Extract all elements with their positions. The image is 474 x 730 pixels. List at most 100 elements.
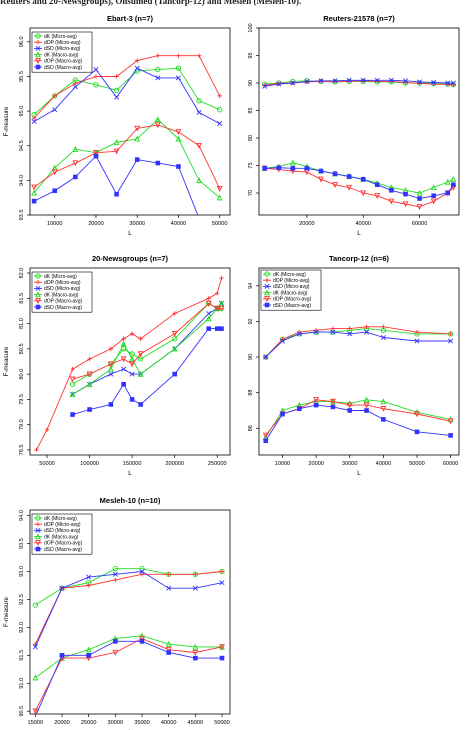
legend-entry: dSD (Macro-avg) — [44, 305, 82, 311]
data-point — [403, 191, 408, 197]
data-point — [217, 93, 222, 99]
series-layer — [34, 275, 225, 453]
legend-marker — [35, 273, 41, 279]
data-point — [171, 331, 178, 337]
legend-entry: dSD (Micro-avg) — [273, 284, 310, 290]
data-point — [113, 87, 120, 93]
data-point — [414, 411, 420, 418]
data-point — [219, 326, 224, 331]
series-line — [72, 303, 222, 395]
data-point — [129, 397, 135, 402]
y-tick-label: 86 — [248, 425, 254, 431]
data-point — [154, 116, 161, 123]
data-point — [138, 336, 143, 341]
legend-marker — [35, 527, 41, 533]
legend-entry: dOP (Micro-avg) — [44, 40, 81, 46]
legend-marker — [35, 298, 41, 305]
series-line — [33, 67, 220, 115]
data-point — [44, 427, 50, 432]
data-point — [34, 447, 39, 453]
y-tick-label: 92.5 — [19, 594, 25, 605]
y-tick-label: 96.0 — [19, 36, 25, 47]
data-point — [313, 397, 320, 403]
series-line — [33, 55, 221, 119]
y-tick-label: 78.5 — [19, 445, 25, 456]
data-point — [134, 157, 140, 162]
data-point — [69, 381, 76, 387]
x-tick-label: 30000 — [342, 461, 358, 467]
plot-frame — [29, 267, 231, 456]
data-point — [360, 190, 367, 197]
y-tick-label: 70 — [248, 190, 254, 196]
data-point — [219, 275, 224, 281]
data-point — [121, 381, 126, 387]
legend: dK (Micro-avg)dOP (Micro-avg)dSD (Micro-… — [31, 31, 93, 73]
data-point — [129, 371, 135, 377]
data-point — [205, 300, 212, 307]
data-point — [86, 371, 93, 378]
series-line — [72, 302, 222, 380]
data-point — [31, 118, 37, 125]
data-point — [107, 365, 114, 372]
legend-marker — [35, 291, 41, 298]
legend-box — [31, 31, 93, 73]
data-point — [165, 647, 172, 653]
y-tick-label: 93.5 — [19, 538, 25, 549]
data-point — [129, 331, 135, 336]
data-point — [445, 80, 451, 86]
legend-entry: dK (Micro-avg) — [44, 516, 77, 522]
series-layer — [31, 53, 223, 215]
data-point — [430, 198, 437, 205]
data-point — [214, 326, 220, 331]
data-point — [445, 190, 451, 196]
y-tick-label: 80 — [248, 135, 254, 141]
data-point — [196, 98, 202, 104]
data-point — [205, 315, 212, 322]
data-point — [375, 182, 380, 188]
chart-title: Ebart-3 (n=7) — [107, 14, 154, 23]
legend-marker — [35, 533, 41, 540]
legend-marker — [35, 33, 41, 39]
data-point — [112, 649, 119, 656]
legend-entry: dK (Macro-avg) — [273, 290, 308, 296]
y-tick-label: 95.0 — [19, 106, 25, 117]
data-point — [120, 356, 127, 363]
chart-title: Tancorp-12 (n=6) — [329, 254, 390, 263]
data-point — [290, 80, 296, 86]
data-point — [416, 189, 423, 196]
data-point — [330, 326, 336, 331]
legend-entry: dK (Micro-avg) — [44, 274, 77, 280]
data-point — [363, 402, 370, 409]
data-point — [414, 429, 420, 435]
y-tick-label: 92.0 — [19, 622, 25, 633]
x-tick-label: 50000 — [39, 461, 55, 467]
data-point — [218, 305, 225, 312]
legend-entry: dK (Macro-avg) — [44, 292, 79, 298]
legend-entry: dSD (Micro-avg) — [44, 286, 81, 292]
legend-box — [31, 271, 93, 313]
legend: dK (Micro-avg)dOP (Micro-avg)dSD (Micro-… — [31, 513, 93, 555]
data-point — [93, 82, 99, 88]
x-axis-label: L — [128, 230, 132, 237]
data-point — [70, 412, 75, 417]
chart-title: Reuters-21578 (n=7) — [323, 14, 395, 23]
data-point — [172, 311, 177, 316]
x-tick-label: 60000 — [443, 461, 459, 467]
series-line — [265, 399, 451, 438]
data-point — [86, 583, 91, 588]
series-line — [265, 328, 451, 358]
y-tick-label: 79.5 — [19, 394, 25, 405]
series-line — [34, 571, 223, 645]
data-point — [72, 84, 78, 90]
data-point — [431, 193, 436, 199]
legend-entry: dSD (Micro-avg) — [44, 46, 81, 52]
data-point — [304, 165, 310, 171]
data-point — [31, 115, 37, 121]
data-point — [175, 75, 181, 81]
x-tick-label: 40000 — [355, 221, 371, 227]
y-tick-label: 90 — [248, 354, 254, 360]
legend-marker — [264, 289, 270, 296]
x-tick-label: 10000 — [275, 461, 291, 467]
x-axis-label: L — [357, 230, 361, 237]
x-tick-label: 20000 — [308, 461, 324, 467]
